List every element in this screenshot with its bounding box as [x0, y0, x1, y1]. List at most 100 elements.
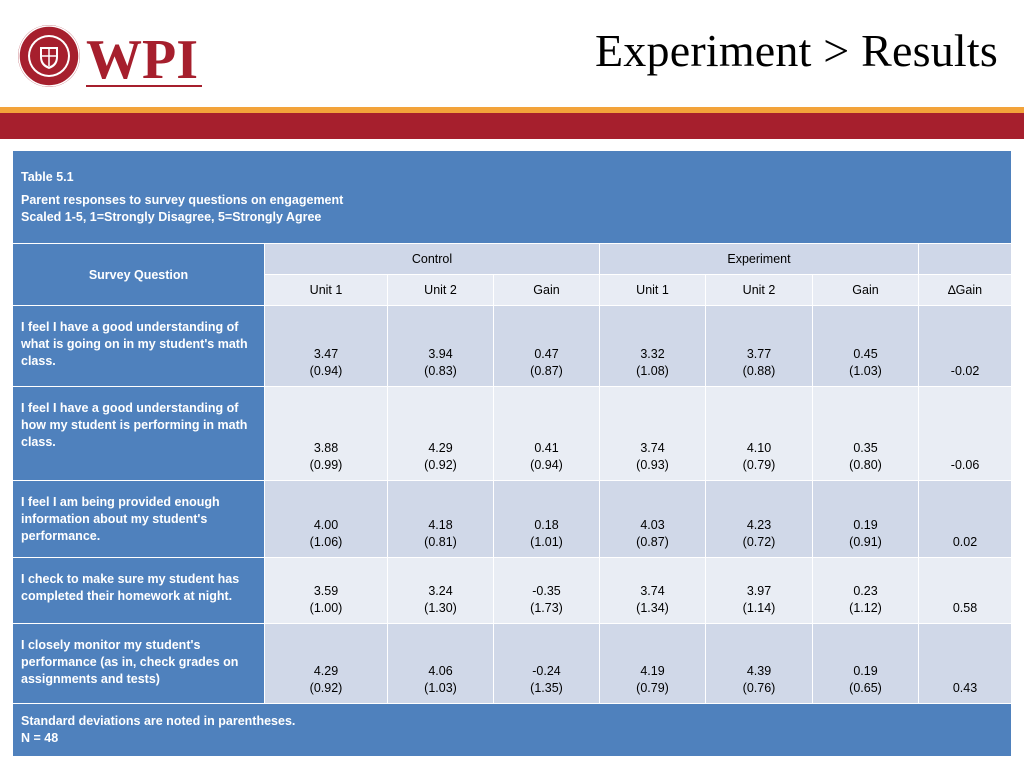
mean-value: 3.32 [640, 347, 665, 361]
mean-value: 3.24 [428, 584, 453, 598]
delta-gain-cell: -0.02 [917, 305, 1013, 387]
mean-value: 3.59 [313, 584, 339, 598]
control-unit2-cell: 4.18 (0.81) [387, 480, 494, 558]
group-header-experiment: Experiment [599, 243, 919, 275]
experiment-unit1-cell: 3.74 (1.34) [599, 557, 706, 624]
sd-value: (0.88) [742, 364, 776, 378]
sample-size: N = 48 [21, 731, 59, 745]
mean-value: 4.10 [746, 441, 772, 455]
delta-gain-value: -0.06 [950, 458, 980, 472]
control-gain-cell: -0.35 (1.73) [493, 557, 600, 624]
delta-gain-cell: 0.02 [917, 480, 1013, 558]
table-row: I feel I have a good understanding of ho… [12, 386, 1013, 481]
sd-value: (0.94) [530, 458, 563, 472]
experiment-unit2-cell: 3.77 (0.88) [705, 305, 813, 387]
experiment-unit2-cell: 3.97 (1.14) [705, 557, 813, 624]
sd-value: (0.87) [530, 364, 563, 378]
control-unit1-cell: 3.59 (1.00) [264, 557, 388, 624]
survey-question: I feel I am being provided enough inform… [12, 480, 265, 558]
caption-title: Table 5.1 [21, 169, 74, 184]
mean-value: -0.35 [532, 584, 561, 598]
sd-value: (1.73) [530, 601, 563, 615]
delta-gain-value: -0.02 [950, 364, 980, 378]
sd-value: (1.34) [636, 601, 669, 615]
sd-value: (1.12) [849, 601, 882, 615]
survey-question: I feel I have a good understanding of wh… [12, 305, 265, 387]
table-caption: Table 5.1 Parent responses to survey que… [11, 150, 1013, 244]
sd-value: (0.87) [636, 535, 669, 549]
column-header: Gain [493, 274, 600, 306]
mean-value: 4.06 [428, 664, 453, 678]
column-header: Unit 2 [387, 274, 494, 306]
mean-value: 3.74 [640, 441, 665, 455]
control-unit2-cell: 4.29 (0.92) [387, 386, 494, 481]
sd-value: (0.92) [424, 458, 457, 472]
table-row: I feel I am being provided enough inform… [12, 480, 1013, 558]
column-header: Gain [812, 274, 919, 306]
mean-value: 0.35 [853, 441, 878, 455]
mean-value: 4.00 [313, 518, 339, 532]
sd-value: (1.06) [309, 535, 343, 549]
sd-value: (0.79) [636, 681, 669, 695]
mean-value: 0.45 [853, 347, 878, 361]
sd-value: (1.08) [636, 364, 669, 378]
control-gain-cell: 0.41 (0.94) [493, 386, 600, 481]
sd-value: (1.30) [424, 601, 457, 615]
experiment-unit1-cell: 3.32 (1.08) [599, 305, 706, 387]
sd-value: (0.65) [849, 681, 882, 695]
survey-question-header: Survey Question [12, 243, 265, 306]
table-row: I check to make sure my student has comp… [12, 557, 1013, 624]
slide-header: WPI Experiment > Results [0, 0, 1024, 108]
accent-bar-red [0, 113, 1024, 139]
sd-value: (1.01) [530, 535, 563, 549]
experiment-unit2-cell: 4.39 (0.76) [705, 623, 813, 704]
mean-value: 3.94 [428, 347, 453, 361]
delta-gain-value: 0.43 [952, 681, 978, 695]
mean-value: 4.39 [746, 664, 772, 678]
column-header: Unit 1 [264, 274, 388, 306]
accent-bar-orange [0, 107, 1024, 113]
survey-question: I check to make sure my student has comp… [12, 557, 265, 624]
experiment-unit2-cell: 4.10 (0.79) [705, 386, 813, 481]
column-header: Unit 2 [705, 274, 813, 306]
experiment-gain-cell: 0.45 (1.03) [812, 305, 919, 387]
sd-value: (1.00) [309, 601, 343, 615]
control-unit1-cell: 3.88 (0.99) [264, 386, 388, 481]
mean-value: 4.18 [428, 518, 453, 532]
sd-value: (0.72) [742, 535, 776, 549]
delta-gain-value: 0.58 [952, 601, 978, 615]
control-unit2-cell: 3.24 (1.30) [387, 557, 494, 624]
sd-value: (0.83) [424, 364, 457, 378]
delta-gain-cell: 0.43 [917, 623, 1013, 704]
experiment-gain-cell: 0.19 (0.91) [812, 480, 919, 558]
delta-gain-cell: 0.58 [917, 557, 1013, 624]
sd-value: (0.91) [849, 535, 882, 549]
mean-value: 0.41 [534, 441, 559, 455]
survey-question: I closely monitor my student's performan… [12, 623, 265, 704]
survey-question: I feel I have a good understanding of ho… [12, 386, 265, 481]
mean-value: 4.03 [640, 518, 665, 532]
group-header-control: Control [264, 243, 600, 275]
experiment-gain-cell: 0.35 (0.80) [812, 386, 919, 481]
table-row: I feel I have a good understanding of wh… [12, 305, 1013, 387]
footer-note: Standard deviations are noted in parenth… [21, 714, 296, 728]
mean-value: 4.23 [746, 518, 772, 532]
experiment-unit1-cell: 4.03 (0.87) [599, 480, 706, 558]
control-gain-cell: -0.24 (1.35) [493, 623, 600, 704]
delta-gain-cell: -0.06 [917, 386, 1013, 481]
sd-value: (0.79) [742, 458, 776, 472]
control-unit1-cell: 4.00 (1.06) [264, 480, 388, 558]
control-unit2-cell: 3.94 (0.83) [387, 305, 494, 387]
control-gain-cell: 0.18 (1.01) [493, 480, 600, 558]
control-gain-cell: 0.47 (0.87) [493, 305, 600, 387]
svg-text:WPI: WPI [86, 29, 198, 91]
mean-value: 4.19 [640, 664, 665, 678]
mean-value: 0.19 [853, 664, 878, 678]
table-row: I closely monitor my student's performan… [12, 623, 1013, 704]
experiment-unit1-cell: 3.74 (0.93) [599, 386, 706, 481]
mean-value: 0.47 [534, 347, 559, 361]
mean-value: 4.29 [428, 441, 453, 455]
caption-line-2: Scaled 1-5, 1=Strongly Disagree, 5=Stron… [21, 209, 322, 224]
mean-value: 3.74 [640, 584, 665, 598]
mean-value: 3.77 [746, 347, 772, 361]
